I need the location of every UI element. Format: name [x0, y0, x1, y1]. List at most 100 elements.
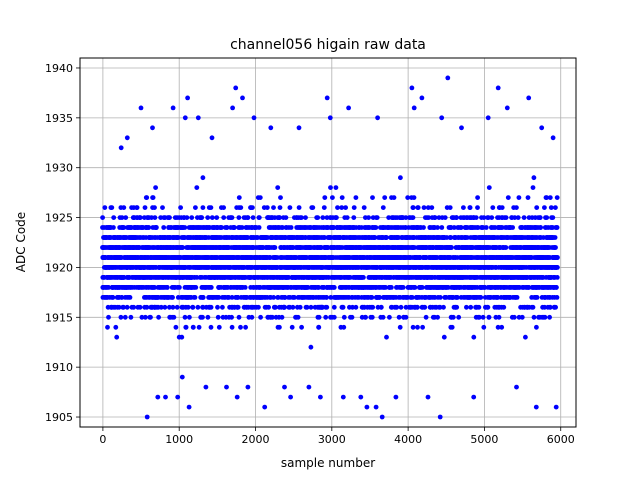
data-point: [177, 285, 182, 290]
data-point: [504, 245, 509, 250]
data-point: [148, 315, 153, 320]
data-point: [341, 305, 346, 310]
data-point: [175, 305, 180, 310]
data-point: [237, 215, 242, 220]
data-point: [209, 285, 214, 290]
data-point: [334, 185, 339, 190]
data-point: [310, 205, 315, 210]
data-point: [429, 205, 434, 210]
data-point: [277, 325, 282, 330]
data-point: [303, 215, 308, 220]
data-point: [290, 325, 295, 330]
data-point: [316, 325, 321, 330]
data-point: [102, 205, 107, 210]
data-point: [354, 195, 359, 200]
data-point: [490, 205, 495, 210]
data-point: [474, 215, 479, 220]
data-point: [299, 325, 304, 330]
data-point: [146, 225, 151, 230]
data-point: [375, 215, 380, 220]
data-point: [106, 315, 111, 320]
data-point: [152, 205, 157, 210]
data-point: [352, 205, 357, 210]
data-point: [435, 315, 440, 320]
data-point: [394, 305, 399, 310]
data-point: [370, 315, 375, 320]
data-point: [422, 205, 427, 210]
data-point: [389, 285, 394, 290]
data-point: [510, 225, 515, 230]
data-point: [392, 195, 397, 200]
data-point: [481, 325, 486, 330]
data-point: [180, 245, 185, 250]
data-point: [484, 225, 489, 230]
data-point: [221, 205, 226, 210]
data-point: [523, 335, 528, 340]
data-point: [334, 215, 339, 220]
data-point: [280, 315, 285, 320]
data-point: [309, 305, 314, 310]
data-point: [143, 315, 148, 320]
data-point: [172, 315, 177, 320]
data-point: [171, 305, 176, 310]
data-point: [187, 315, 192, 320]
data-point: [243, 285, 248, 290]
data-point: [105, 325, 110, 330]
data-point: [184, 325, 189, 330]
data-point: [111, 215, 116, 220]
data-point: [236, 305, 241, 310]
data-point: [340, 195, 345, 200]
data-point: [512, 315, 517, 320]
data-point: [111, 225, 116, 230]
data-point: [250, 315, 255, 320]
data-point: [478, 295, 483, 300]
data-point: [275, 185, 280, 190]
data-point: [189, 215, 194, 220]
data-point: [317, 315, 322, 320]
data-point: [111, 295, 116, 300]
data-point: [412, 195, 417, 200]
data-point: [125, 305, 130, 310]
data-point: [461, 205, 466, 210]
data-point: [411, 325, 416, 330]
data-point: [119, 315, 124, 320]
data-point: [362, 205, 367, 210]
data-point: [332, 305, 337, 310]
data-point: [526, 195, 531, 200]
data-point: [398, 175, 403, 180]
data-point: [153, 185, 158, 190]
data-point: [456, 315, 461, 320]
data-point: [178, 205, 183, 210]
data-point: [200, 315, 205, 320]
data-point: [230, 325, 235, 330]
data-point: [450, 325, 455, 330]
data-point: [324, 295, 329, 300]
data-point: [185, 215, 190, 220]
data-point: [324, 305, 329, 310]
data-point: [160, 205, 165, 210]
data-point: [489, 215, 494, 220]
data-point: [322, 195, 327, 200]
data-point: [379, 305, 384, 310]
data-point: [397, 315, 402, 320]
data-point: [531, 185, 536, 190]
data-point: [205, 215, 210, 220]
data-point: [237, 315, 242, 320]
data-point: [209, 325, 214, 330]
data-point: [229, 315, 234, 320]
data-point: [363, 315, 368, 320]
data-point: [201, 295, 206, 300]
data-point: [366, 215, 371, 220]
data-point: [532, 315, 537, 320]
data-point: [543, 315, 548, 320]
data-point: [401, 285, 406, 290]
data-point: [411, 205, 416, 210]
data-point: [143, 205, 148, 210]
data-point: [258, 195, 263, 200]
data-point: [517, 195, 522, 200]
data-point: [328, 185, 333, 190]
data-point: [398, 325, 403, 330]
data-point: [330, 195, 335, 200]
